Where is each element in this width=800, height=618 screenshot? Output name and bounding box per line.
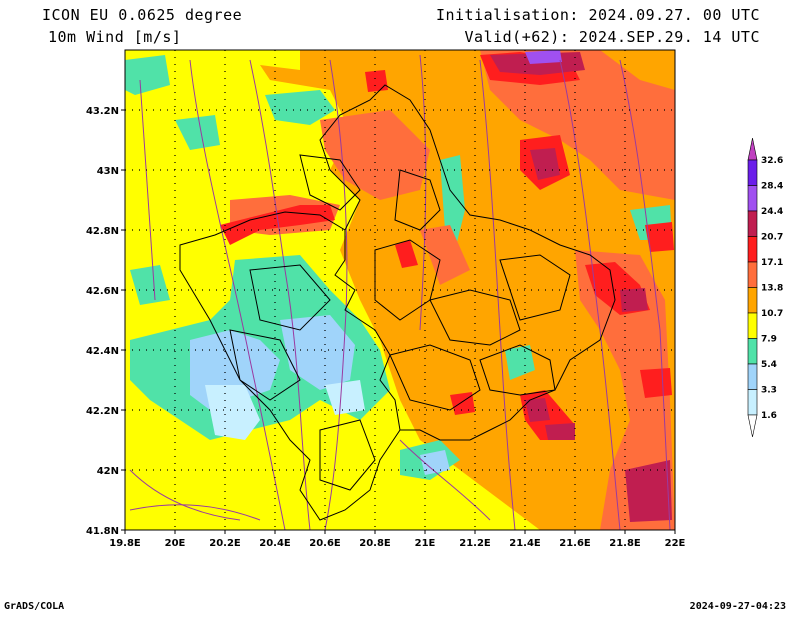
colorbar-label: 24.4 (761, 207, 783, 217)
map-title-model: ICON EU 0.0625 degree (42, 6, 243, 24)
wind-zone-red-orange (420, 225, 470, 285)
colorbar-segment (747, 261, 758, 288)
wind-zone-light-blue (420, 450, 450, 475)
streamline (419, 54, 427, 331)
lon-tick-label: 19.8E (109, 538, 141, 549)
streamline (129, 504, 261, 521)
colorbar-segment (747, 338, 758, 365)
streamline (619, 59, 671, 530)
lat-tick-label: 42.8N (86, 226, 119, 237)
wind-zone-pale-blue (205, 385, 260, 440)
lon-tick-label: 20.2E (209, 538, 241, 549)
streamline (189, 59, 286, 530)
lon-tick-label: 20.6E (309, 538, 341, 549)
lon-tick-label: 21.2E (459, 538, 491, 549)
colorbar-segment (747, 185, 758, 212)
wind-zone-red (220, 205, 335, 245)
colorbar-segment (747, 287, 758, 314)
lat-tick-label: 42.2N (86, 406, 119, 417)
streamline (324, 59, 348, 530)
region-border (499, 254, 571, 321)
colorbar-label: 20.7 (761, 233, 783, 243)
lon-tick-label: 21.4E (509, 538, 541, 549)
lat-tick-label: 43N (97, 166, 119, 177)
lat-tick-label: 42.4N (86, 346, 119, 357)
lon-tick-label: 20.8E (359, 538, 391, 549)
wind-zone-purple (525, 50, 562, 64)
colorbar-segment (747, 210, 758, 237)
lat-tick-label: 43.2N (86, 106, 119, 117)
colorbar-segment (747, 389, 758, 416)
lon-tick-label: 21E (415, 538, 436, 549)
wind-zone-green (505, 345, 535, 380)
map-title-variable: 10m Wind [m/s] (48, 28, 182, 46)
wind-zone-green (125, 55, 170, 95)
colorbar-segment (747, 363, 758, 390)
initialisation-time: Initialisation: 2024.09.27. 00 UTC (435, 6, 760, 24)
colorbar-label: 5.4 (761, 360, 777, 370)
wind-zone-crimson (545, 423, 575, 440)
render-timestamp: 2024-09-27-04:23 (689, 601, 786, 612)
longitude-labels: 19.8E 20E 20.2E 20.4E 20.6E 20.8E 21E 21.2E 21.4… (109, 538, 685, 549)
colorbar-label: 3.3 (761, 386, 777, 396)
colorbar-label: 17.1 (761, 258, 783, 268)
colorbar-segment (747, 236, 758, 263)
software-credit: GrADS/COLA (4, 601, 65, 612)
wind-zone-crimson (530, 148, 560, 180)
colorbar-label: 32.6 (761, 156, 783, 166)
region-border (249, 264, 331, 331)
wind-zone-red (645, 222, 674, 252)
colorbar-label: 7.9 (761, 335, 777, 345)
streamlines (129, 54, 671, 530)
region-border (394, 169, 441, 231)
lat-tick-label: 42.6N (86, 286, 119, 297)
lat-tick-label: 41.8N (86, 526, 119, 537)
lat-tick-label: 42N (97, 466, 119, 477)
grid-lines (125, 50, 675, 530)
region-border (229, 329, 301, 401)
valid-time: Valid(+62): 2024.SEP.29. 14 UTC (464, 28, 760, 46)
wind-zone-pale-blue (325, 380, 365, 415)
wind-zone-red (365, 70, 388, 92)
lon-tick-label: 21.6E (559, 538, 591, 549)
wind-zone-red (395, 240, 418, 268)
colorbar-arrow-top (747, 137, 758, 161)
wind-zone-crimson (525, 398, 550, 422)
colorbar-label: 28.4 (761, 182, 783, 192)
region-border (299, 154, 361, 211)
colorbar-arrow-bottom (747, 414, 758, 438)
colorbar-label: 1.6 (761, 411, 777, 421)
region-border (479, 344, 556, 396)
wind-zone-red-orange (575, 250, 675, 530)
region-border (429, 289, 521, 346)
wind-zone-green (175, 115, 220, 150)
wind-zone-light-blue (280, 315, 355, 390)
colorbar-segment (747, 159, 758, 186)
lon-tick-label: 20.4E (259, 538, 291, 549)
axis-ticks (121, 109, 676, 534)
region-border (319, 419, 376, 491)
colorbar-segment (747, 312, 758, 339)
wind-zone-green (130, 265, 170, 305)
region-border (389, 344, 481, 411)
wind-zone-crimson (620, 288, 648, 312)
country-border (319, 84, 616, 441)
wind-zone-red (640, 368, 672, 398)
lon-tick-label: 21.8E (609, 538, 641, 549)
lon-tick-label: 22E (665, 538, 686, 549)
lon-tick-label: 20E (165, 538, 186, 549)
colorbar: 1.6 3.3 5.4 7.9 10.7 13.8 17.1 20.7 24.4 28.4 32.6 (747, 137, 783, 438)
colorbar-label: 13.8 (761, 284, 783, 294)
streamline (479, 59, 516, 530)
administrative-borders (179, 84, 616, 521)
wind-zone-crimson (625, 460, 672, 522)
streamline (139, 79, 156, 301)
wind-field (125, 50, 675, 530)
latitude-labels: 41.8N 42N 42.2N 42.4N 42.6N 42.8N 43N 43.2N (86, 106, 119, 537)
streamline (399, 439, 491, 521)
colorbar-label: 10.7 (761, 309, 783, 319)
wind-zone-green (265, 90, 335, 125)
